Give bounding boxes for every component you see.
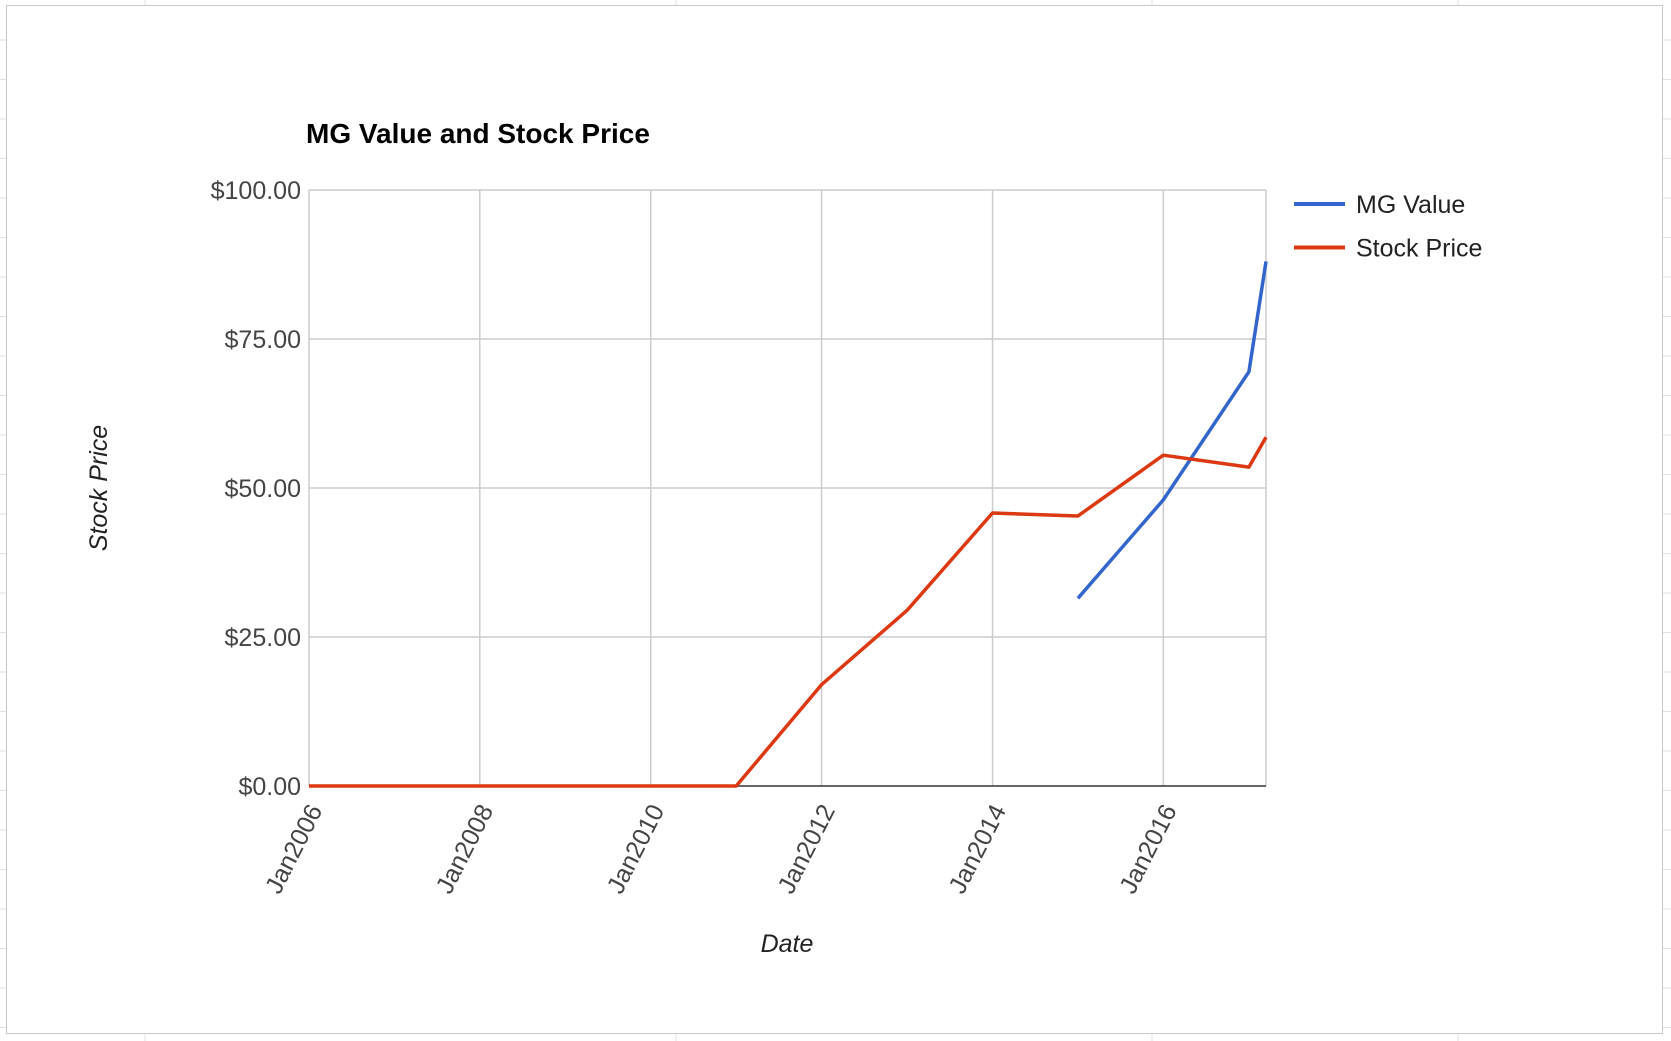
y-axis-ticks: $0.00 $25.00 $50.00 $75.00 $100.00 bbox=[211, 177, 301, 801]
legend-label: Stock Price bbox=[1356, 235, 1482, 263]
line-chart: $0.00$25.00$50.00$75.00$100.00 Jan2006 Ja… bbox=[85, 118, 1482, 958]
y-tick-label: $75.00 bbox=[225, 326, 301, 354]
legend[interactable]: MG Value Stock Price bbox=[1294, 191, 1482, 263]
series-line-mg-value[interactable] bbox=[1076, 261, 1268, 600]
y-tick-label: $25.00 bbox=[225, 624, 301, 652]
y-tick-label: $50.00 bbox=[225, 475, 301, 503]
x-tick-label: Jan2006 bbox=[260, 800, 329, 898]
y-axis-title: Stock Price bbox=[85, 425, 113, 551]
y-tick-label: $0.00 bbox=[238, 773, 301, 801]
x-tick-label: Jan2014 bbox=[943, 800, 1012, 898]
chart-title: MG Value and Stock Price bbox=[306, 118, 650, 149]
x-tick-label: Jan2012 bbox=[772, 800, 841, 898]
x-tick-label: Jan2008 bbox=[431, 800, 500, 898]
x-tick-label: Jan2010 bbox=[602, 800, 671, 898]
chart-card[interactable]: $0.00 $25.00 $50.00 $75.00 $100.00 Jan2006 Ja… bbox=[6, 5, 1663, 1034]
series-line-stock-price[interactable] bbox=[309, 436, 1268, 788]
x-axis-title: Date bbox=[761, 930, 814, 958]
x-tick-label: Jan2016 bbox=[1114, 800, 1183, 898]
gridlines bbox=[308, 189, 1267, 787]
series-lines bbox=[309, 261, 1268, 788]
y-tick-label: $100.00 bbox=[211, 177, 301, 205]
x-axis-ticks: Jan2006 Jan2008 Jan2010 Jan2012 Jan2014 Jan20… bbox=[260, 800, 1183, 898]
legend-label: MG Value bbox=[1356, 191, 1465, 219]
